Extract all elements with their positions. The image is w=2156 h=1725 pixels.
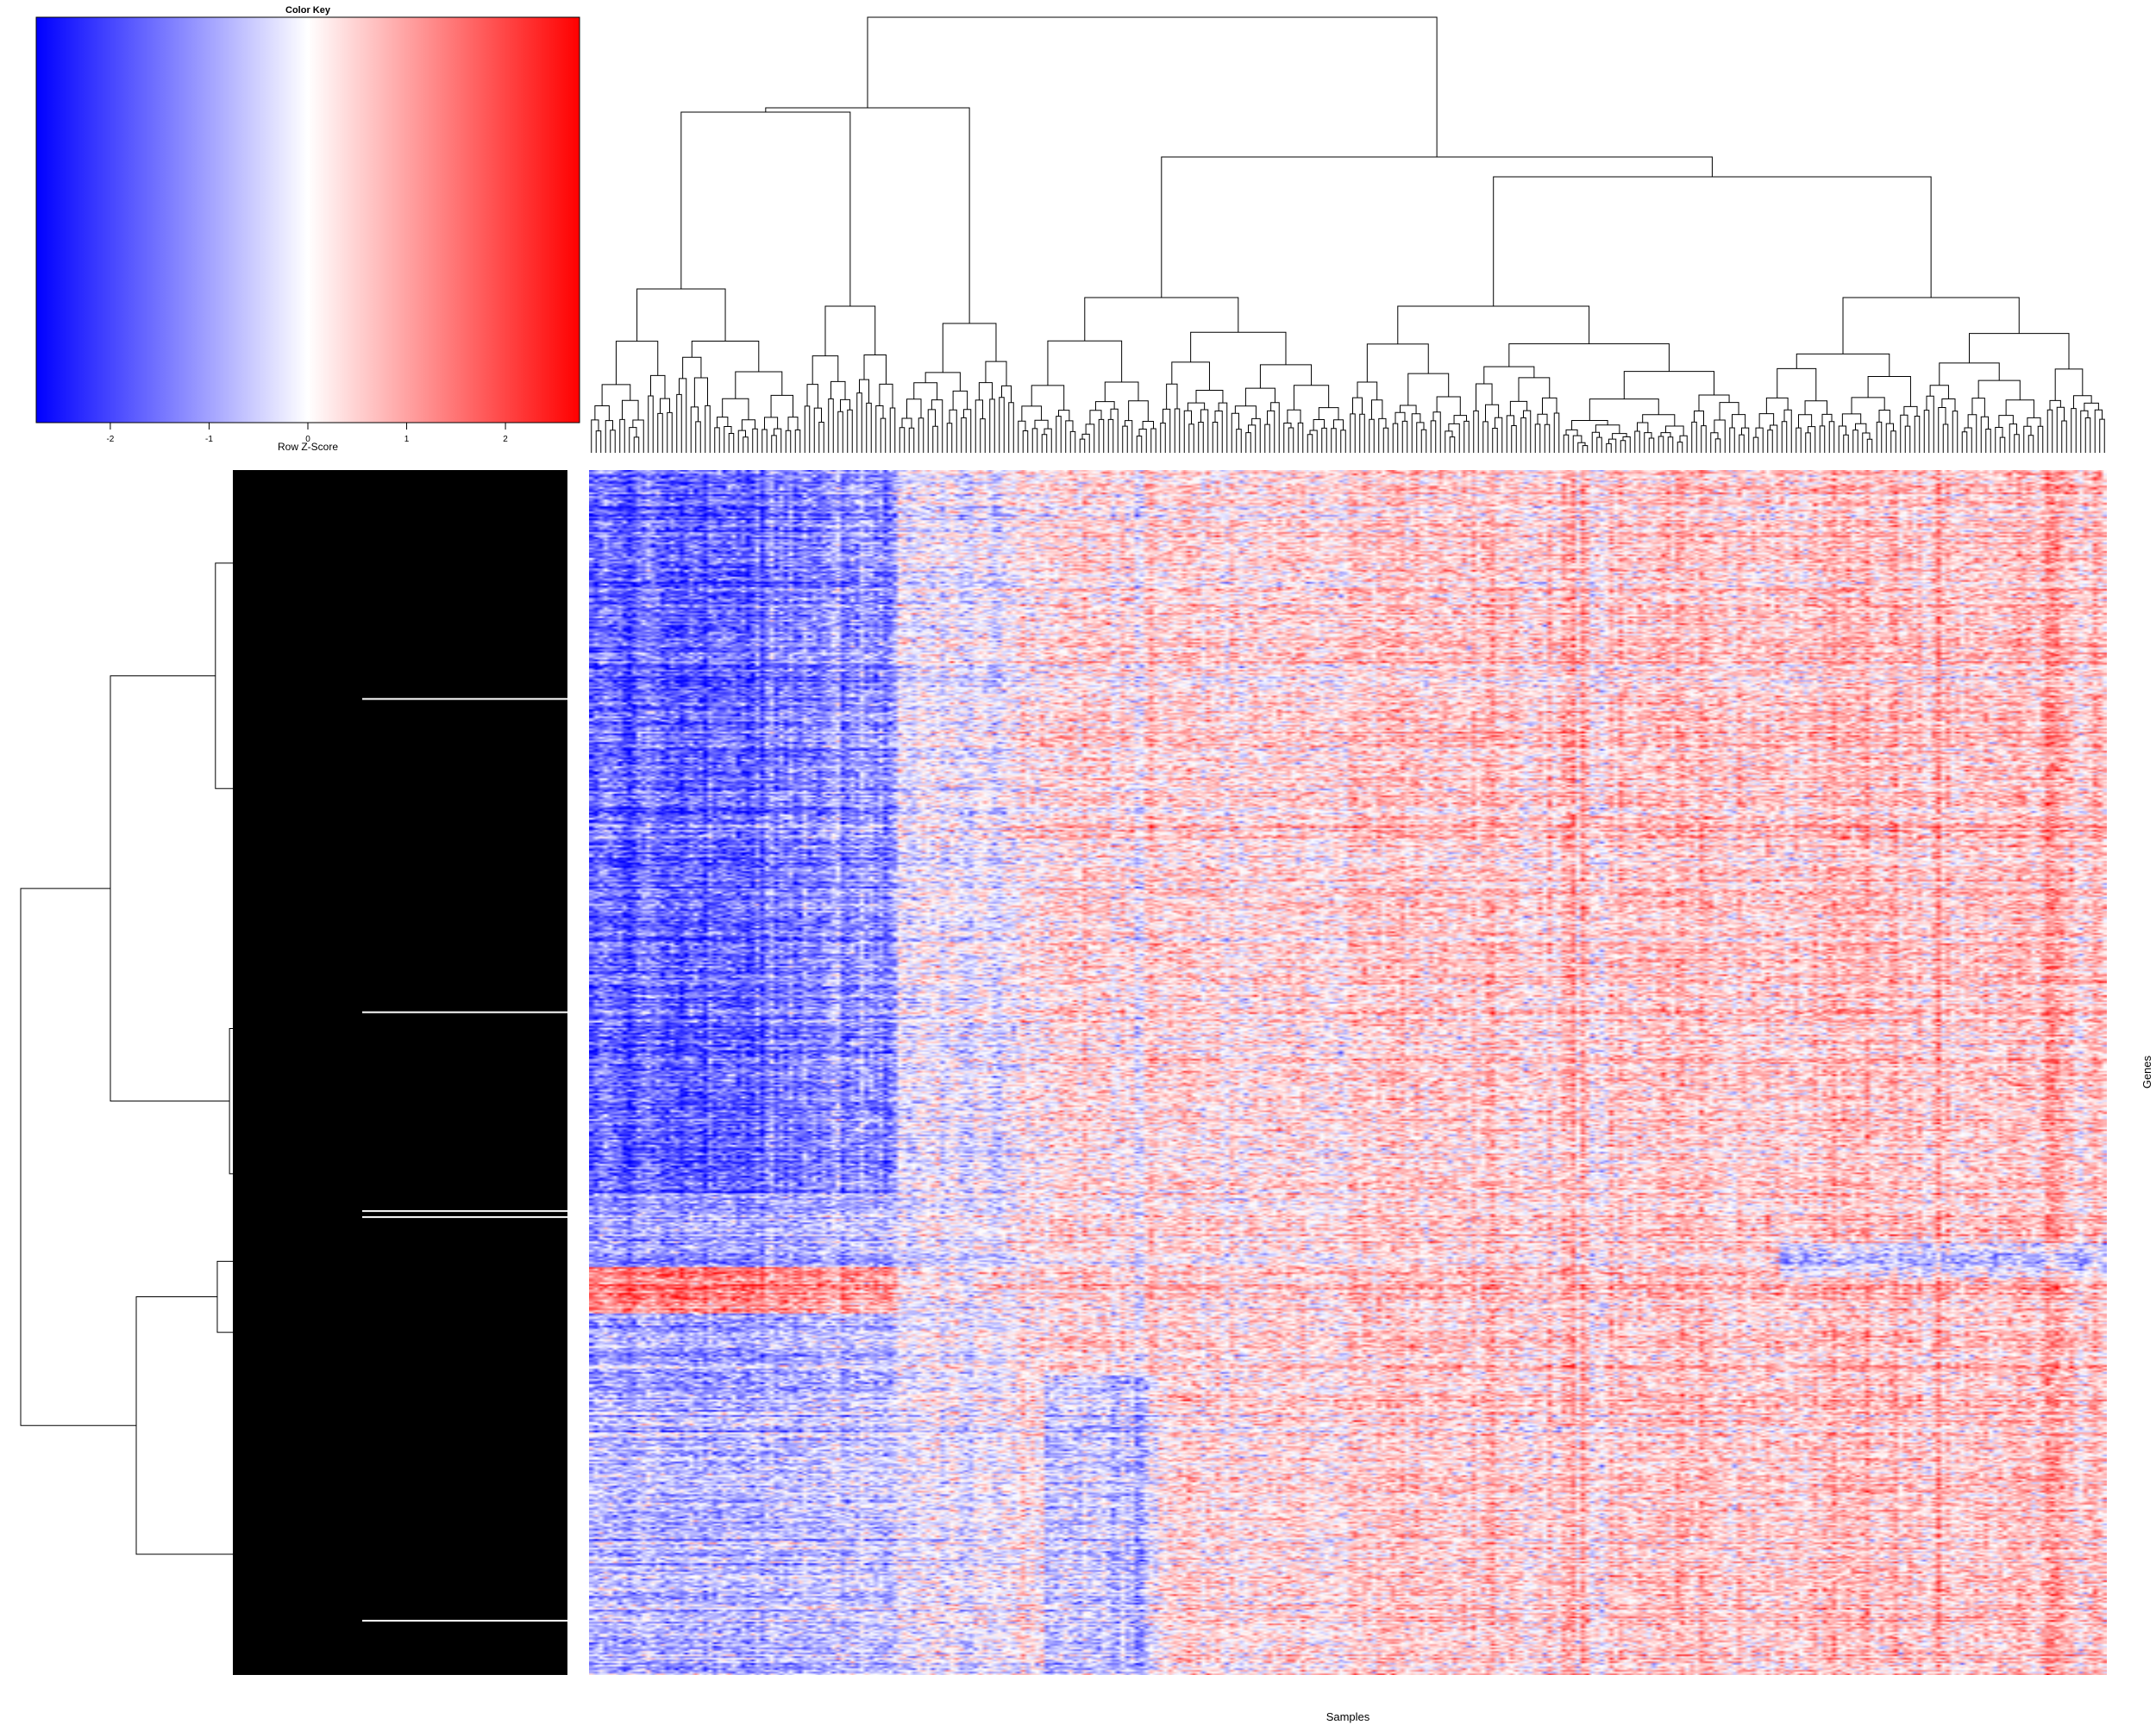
color-key-title: Color Key [285,5,331,16]
heatmap-body [589,470,2107,1675]
color-key-axis-label: Row Z-Score [278,441,338,453]
color-key-tick-label: -1 [205,435,213,444]
x-axis-label: Samples [1326,1710,1370,1723]
color-key-tick-label: -2 [106,435,114,444]
y-axis-label: Genes [2140,1055,2153,1088]
color-key: Color Key -2 -1 0 1 2 Row Z-Score [35,5,580,453]
heatmap-cells [589,470,2107,1675]
color-key-tick-label: 2 [503,435,508,444]
color-key-tick-label: 0 [305,435,310,444]
color-key-tick-label: 1 [404,435,410,444]
row-dendrogram [20,470,567,1675]
color-key-gradient [35,16,580,423]
column-dendrogram [591,16,2105,453]
color-key-ticks: -2 -1 0 1 2 [106,423,508,444]
row-dendrogram-leaves [233,470,567,1675]
